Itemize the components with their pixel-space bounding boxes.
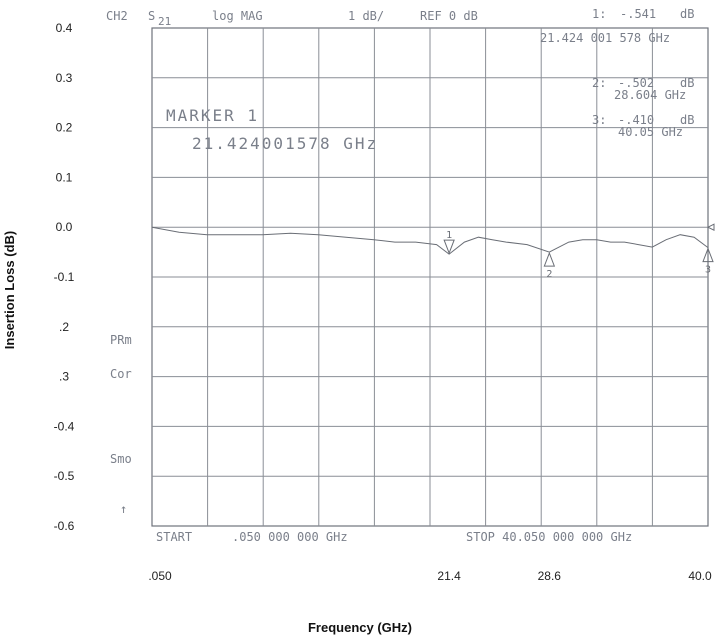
side-smo: Smo — [110, 452, 132, 466]
marker-number: 2 — [546, 269, 552, 280]
marker2-freq: 28.604 GHz — [614, 88, 686, 102]
marker3-value: -.410 — [618, 113, 654, 127]
y-tick-label: .2 — [59, 320, 69, 334]
active-marker-title: MARKER 1 — [166, 106, 259, 125]
plot-grid — [151, 27, 715, 527]
header-channel: CH2 — [106, 9, 128, 23]
trace-layer — [151, 226, 709, 255]
marker-3: 3 — [702, 247, 714, 276]
header-format: log MAG — [212, 9, 263, 23]
side-prm: PRm — [110, 333, 132, 347]
marker3-id: 3: — [592, 113, 606, 127]
marker3-freq: 40.05 GHz — [618, 125, 683, 139]
y-tick-label: 0.4 — [56, 21, 73, 35]
header-param-sub: 21 — [158, 15, 171, 28]
y-tick-label: -0.5 — [54, 469, 75, 483]
header-ref: REF 0 dB — [420, 9, 478, 23]
header-scale: 1 dB/ — [348, 9, 384, 23]
marker-number: 1 — [446, 230, 452, 241]
marker-number: 3 — [705, 265, 711, 276]
y-tick-label: 0.0 — [56, 220, 73, 234]
header-param: S — [148, 9, 155, 23]
footer-start: START — [156, 530, 192, 544]
active-marker-freq: 21.424001578 GHz — [192, 134, 378, 153]
x-tick-label: 21.4 — [437, 569, 461, 583]
x-tick-label: 40.0 — [688, 569, 712, 583]
marker-layer: 1 2 3 — [443, 230, 714, 280]
y-tick-labels: 0.4 0.3 0.2 0.1 0.0 -0.1 .2 .3 -0.4 -0.5 -0.6 — [54, 21, 75, 533]
x-axis-label: Frequency (GHz) — [308, 620, 412, 635]
marker-triangle — [543, 251, 556, 267]
y-tick-label: 0.2 — [56, 121, 73, 135]
y-axis-label: Insertion Loss (dB) — [2, 231, 17, 349]
y-tick-label: 0.1 — [56, 170, 73, 184]
x-tick-labels: .050 21.4 28.6 40.0 — [148, 569, 712, 583]
marker2-id: 2: — [592, 76, 606, 90]
x-tick-label: .050 — [148, 569, 172, 583]
marker1-freq: 21.424 001 578 GHz — [540, 31, 670, 45]
y-tick-label: -0.1 — [54, 270, 75, 284]
marker1-unit: dB — [680, 7, 694, 21]
trace-line — [151, 226, 709, 255]
marker-2: 2 — [543, 251, 556, 280]
marker-triangle — [702, 247, 714, 263]
marker2-value: -.502 — [618, 76, 654, 90]
marker2-unit: dB — [680, 76, 694, 90]
side-arrow: ↑ — [120, 502, 127, 516]
y-tick-label: 0.3 — [56, 71, 73, 85]
marker-1: 1 — [443, 230, 455, 255]
footer-start-value: .050 000 000 GHz — [232, 530, 348, 544]
y-tick-label: -0.4 — [54, 419, 75, 433]
marker-triangle — [443, 239, 455, 255]
side-cor: Cor — [110, 367, 132, 381]
y-tick-label: -0.6 — [54, 519, 75, 533]
marker1-id: 1: — [592, 7, 606, 21]
reference-pointer — [706, 223, 715, 232]
marker1-value: -.541 — [620, 7, 656, 21]
x-tick-label: 28.6 — [538, 569, 562, 583]
marker3-unit: dB — [680, 113, 694, 127]
footer-stop: STOP 40.050 000 000 GHz — [466, 530, 632, 544]
y-tick-label: .3 — [59, 370, 69, 384]
